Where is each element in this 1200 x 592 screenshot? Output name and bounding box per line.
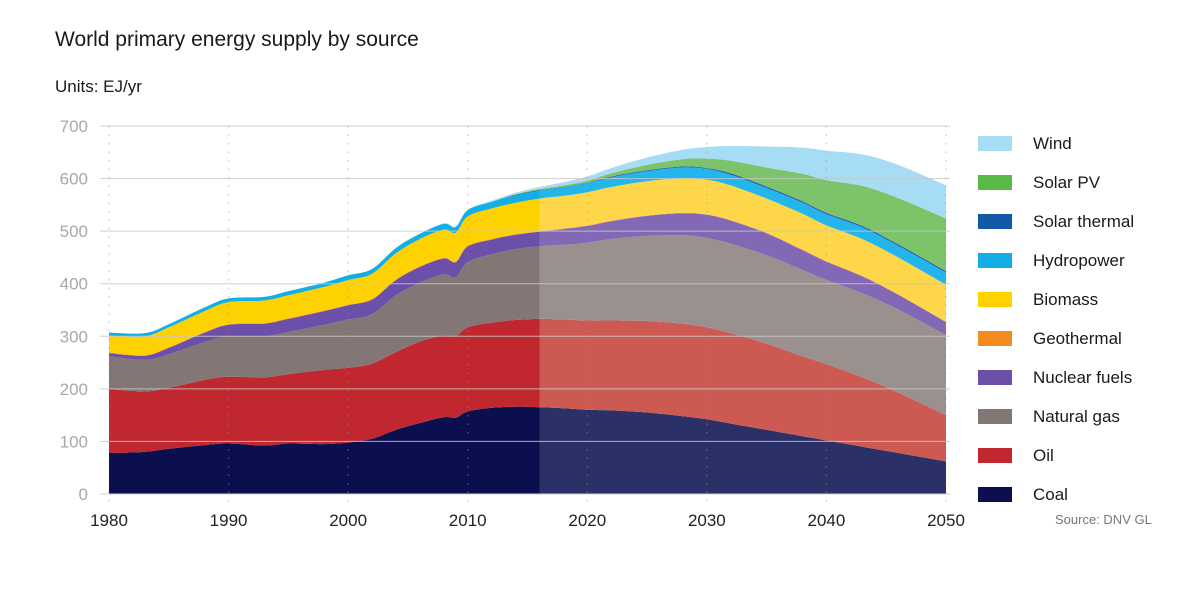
legend-label: Natural gas bbox=[1033, 406, 1120, 426]
gridlines bbox=[100, 125, 950, 502]
legend-item: Nuclear fuels bbox=[978, 358, 1134, 397]
legend-item: Hydropower bbox=[978, 241, 1134, 280]
legend-swatch bbox=[978, 136, 1012, 151]
x-axis: 1980 1990 2000 2010 2020 2030 2040 2050 bbox=[90, 511, 965, 530]
area-coal-historic bbox=[109, 406, 540, 494]
legend-swatch bbox=[978, 253, 1012, 268]
legend-label: Solar thermal bbox=[1033, 211, 1135, 231]
legend-item: Coal bbox=[978, 475, 1134, 514]
legend-swatch bbox=[978, 448, 1012, 463]
legend-swatch bbox=[978, 214, 1012, 229]
legend-label: Wind bbox=[1033, 133, 1072, 153]
area-oil-forecast bbox=[539, 318, 946, 462]
area-nuclear-fuels-forecast bbox=[539, 213, 946, 336]
legend-item: Solar thermal bbox=[978, 202, 1134, 241]
x-tick-label: 2050 bbox=[927, 511, 965, 530]
legend-label: Nuclear fuels bbox=[1033, 367, 1133, 387]
y-tick-label: 500 bbox=[60, 222, 88, 241]
x-tick-label: 2040 bbox=[808, 511, 846, 530]
legend-label: Oil bbox=[1033, 445, 1054, 465]
legend-item: Natural gas bbox=[978, 397, 1134, 436]
legend-swatch bbox=[978, 331, 1012, 346]
area-natural-gas-forecast bbox=[539, 235, 946, 416]
x-tick-label: 2020 bbox=[568, 511, 606, 530]
area-biomass-historic bbox=[109, 198, 540, 356]
legend-item: Wind bbox=[978, 124, 1134, 163]
y-tick-label: 700 bbox=[60, 117, 88, 136]
legend-label: Geothermal bbox=[1033, 328, 1122, 348]
legend-item: Solar PV bbox=[978, 163, 1134, 202]
area-solar-pv-forecast bbox=[539, 158, 946, 272]
y-tick-label: 300 bbox=[60, 327, 88, 346]
area-natural-gas-historic bbox=[109, 246, 540, 392]
y-tick-label: 0 bbox=[79, 485, 88, 504]
legend-label: Biomass bbox=[1033, 289, 1099, 309]
area-wind-forecast bbox=[539, 145, 946, 219]
legend-swatch bbox=[978, 487, 1012, 502]
area-coal-forecast bbox=[539, 407, 946, 494]
legend-item: Biomass bbox=[978, 280, 1134, 319]
y-tick-label: 100 bbox=[60, 432, 88, 451]
x-tick-label: 1990 bbox=[210, 511, 248, 530]
area-hydropower-historic bbox=[109, 190, 540, 337]
y-tick-label: 200 bbox=[60, 380, 88, 399]
x-tick-label: 2000 bbox=[329, 511, 367, 530]
area-layers bbox=[109, 145, 946, 494]
legend-swatch bbox=[978, 292, 1012, 307]
y-tick-label: 600 bbox=[60, 170, 88, 189]
y-tick-label: 400 bbox=[60, 275, 88, 294]
legend-label: Hydropower bbox=[1033, 250, 1125, 270]
chart-title: World primary energy supply by source bbox=[55, 28, 419, 51]
legend-swatch bbox=[978, 409, 1012, 424]
area-oil-historic bbox=[109, 318, 540, 453]
legend-item: Geothermal bbox=[978, 319, 1134, 358]
units-label: Units: EJ/yr bbox=[55, 77, 142, 96]
area-nuclear-fuels-historic bbox=[109, 231, 540, 360]
x-tick-label: 2030 bbox=[688, 511, 726, 530]
legend-item: Oil bbox=[978, 436, 1134, 475]
legend-label: Solar PV bbox=[1033, 172, 1101, 192]
y-axis: 0 100 200 300 400 500 600 700 bbox=[60, 117, 88, 504]
legend-swatch bbox=[978, 175, 1012, 190]
legend-swatch bbox=[978, 370, 1012, 385]
x-tick-label: 2010 bbox=[449, 511, 487, 530]
area-biomass-forecast bbox=[539, 177, 946, 322]
legend-label: Coal bbox=[1033, 484, 1068, 504]
source-note: Source: DNV GL bbox=[1055, 512, 1152, 527]
legend: Wind Solar PV Solar thermal Hydropower B… bbox=[978, 124, 1134, 514]
x-tick-label: 1980 bbox=[90, 511, 128, 530]
